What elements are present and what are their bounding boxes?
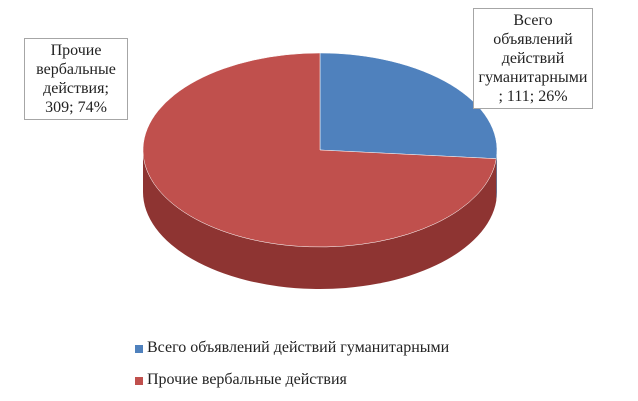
data-label-category: Прочие вербальные действия xyxy=(36,42,116,97)
data-label-value: 111 xyxy=(506,88,530,105)
pie-slice xyxy=(319,52,498,159)
data-label-value: 309 xyxy=(45,99,70,116)
data-label: Всего объявлений действий гуманитарными;… xyxy=(473,8,593,109)
data-label-category: Всего объявлений действий гуманитарными xyxy=(478,12,588,86)
pie-slice-side xyxy=(143,150,497,289)
pie-slice xyxy=(142,52,497,248)
data-label: Прочие вербальные действия; 309; 74% xyxy=(24,38,128,120)
data-label-percent: 74% xyxy=(77,99,107,116)
legend-label: Прочие вербальные действия xyxy=(147,371,347,388)
legend-swatch xyxy=(135,345,143,353)
data-label-separator: ; xyxy=(69,99,78,116)
legend-swatch xyxy=(135,377,143,385)
data-label-separator: ; xyxy=(498,88,507,105)
legend-label: Всего объявлений действий гуманитарными xyxy=(147,339,450,356)
data-label-separator: ; xyxy=(104,80,109,97)
data-label-percent: 26% xyxy=(538,88,568,105)
data-label-separator: ; xyxy=(529,88,539,105)
pie-slice-side xyxy=(496,150,497,201)
